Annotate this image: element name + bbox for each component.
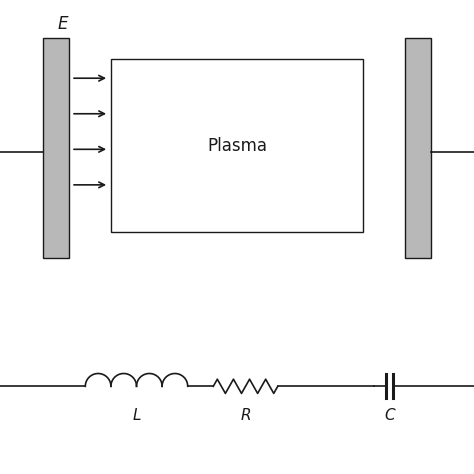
Text: C: C bbox=[384, 408, 395, 423]
Text: L: L bbox=[132, 408, 141, 423]
Text: E: E bbox=[57, 15, 68, 33]
Text: Plasma: Plasma bbox=[207, 137, 267, 155]
Bar bbox=[111, 59, 363, 232]
Bar bbox=[405, 38, 431, 258]
Bar bbox=[43, 38, 69, 258]
Text: R: R bbox=[240, 408, 251, 423]
